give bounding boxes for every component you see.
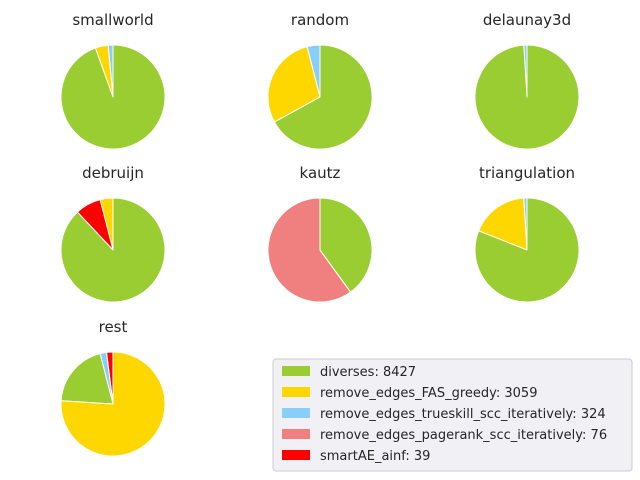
legend-label: smartAE_ainf: 39 bbox=[320, 449, 430, 464]
legend-label: remove_edges_FAS_greedy: 3059 bbox=[320, 386, 537, 401]
legend-swatch bbox=[282, 366, 310, 376]
pie-title: smallworld bbox=[72, 11, 153, 29]
legend-swatch bbox=[282, 429, 310, 439]
pie-slice-diverses bbox=[319, 197, 373, 293]
legend-label: remove_edges_trueskill_scc_iteratively: … bbox=[320, 407, 606, 422]
pie-random: random bbox=[267, 11, 373, 150]
legend-entry-remove-edges-pagerank-scc-iteratively: remove_edges_pagerank_scc_iteratively: 7… bbox=[282, 428, 607, 443]
legend-entry-diverses: diverses: 8427 bbox=[282, 365, 416, 380]
pie-title: rest bbox=[99, 318, 128, 336]
pie-title: random bbox=[291, 11, 349, 29]
legend: diverses: 8427 remove_edges_FAS_greedy: 3… bbox=[272, 358, 633, 472]
pie-title: triangulation bbox=[479, 164, 575, 182]
pie-slice-remove-edges-pagerank-scc-iteratively bbox=[267, 197, 352, 303]
legend-frame bbox=[272, 358, 633, 472]
legend-entry-remove-edges-trueskill-scc-iteratively: remove_edges_trueskill_scc_iteratively: … bbox=[282, 407, 606, 422]
pie-rest: rest bbox=[60, 318, 166, 457]
pie-slice-diverses bbox=[273, 44, 373, 150]
pie-debruijn: debruijn bbox=[60, 164, 166, 303]
pie-kautz: kautz bbox=[267, 164, 373, 303]
pie-smallworld: smallworld bbox=[60, 11, 166, 150]
legend-swatch bbox=[282, 387, 310, 397]
pie-slice-diverses bbox=[60, 197, 166, 303]
pie-triangulation: triangulation bbox=[474, 164, 580, 303]
pie-title: kautz bbox=[300, 164, 341, 182]
legend-entry-remove-edges-fas-greedy: remove_edges_FAS_greedy: 3059 bbox=[282, 386, 537, 401]
pie-delaunay3d: delaunay3d bbox=[474, 11, 580, 150]
legend-label: remove_edges_pagerank_scc_iteratively: 7… bbox=[320, 428, 607, 443]
pie-slice-diverses bbox=[60, 44, 166, 150]
legend-swatch bbox=[282, 450, 310, 460]
pie-slice-diverses bbox=[60, 353, 114, 405]
pie-slice-remove-edges-fas-greedy bbox=[478, 197, 528, 251]
legend-label: diverses: 8427 bbox=[320, 365, 416, 380]
pie-title: delaunay3d bbox=[483, 11, 571, 29]
pie-slice-remove-edges-fas-greedy bbox=[60, 351, 166, 457]
pie-slice-diverses bbox=[474, 44, 580, 150]
pies-layer: smallworld random delaunay3d debruijn kautz t… bbox=[60, 11, 580, 457]
legend-entry-smartae-ainf: smartAE_ainf: 39 bbox=[282, 449, 430, 464]
pie-slice-remove-edges-fas-greedy bbox=[267, 46, 321, 123]
pie-slice-diverses bbox=[474, 197, 580, 303]
legend-swatch bbox=[282, 408, 310, 418]
pie-title: debruijn bbox=[82, 164, 144, 182]
